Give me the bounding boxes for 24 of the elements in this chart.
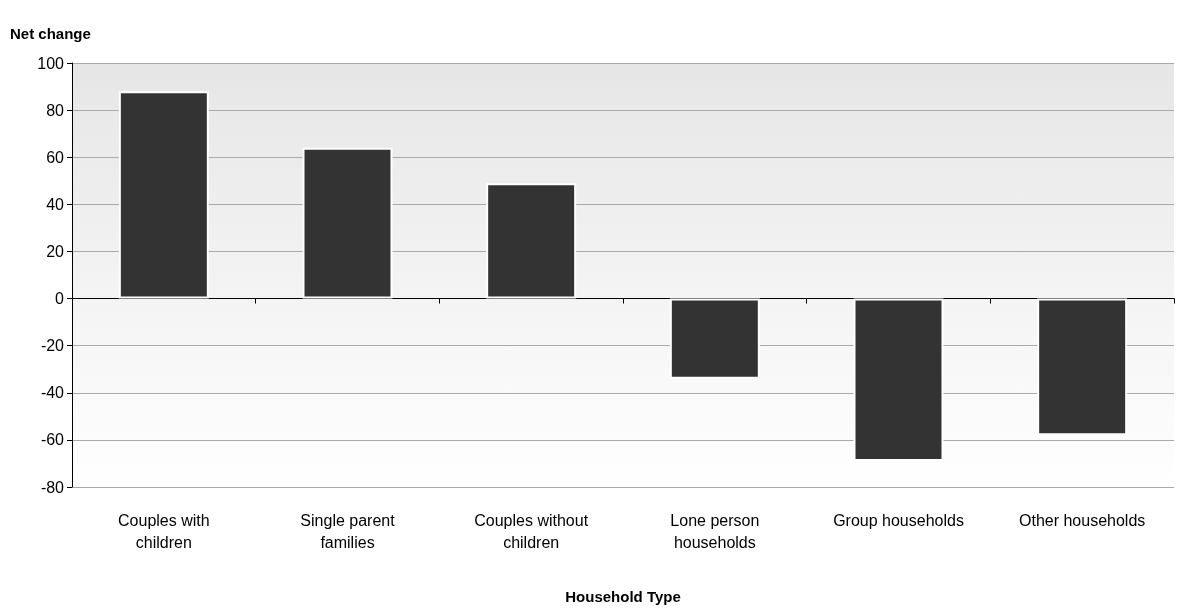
y-tick-label: -40 (40, 384, 65, 402)
y-tick-label: 80 (46, 101, 65, 119)
bar (1037, 298, 1128, 436)
y-tick-label: 100 (37, 54, 65, 72)
bar (302, 147, 393, 299)
y-tick-label: 0 (55, 290, 65, 308)
bar (486, 183, 577, 299)
x-tick-label: Group households (833, 511, 964, 529)
y-tick-label: 20 (46, 242, 65, 260)
y-tick-label: -20 (40, 337, 65, 355)
y-tick-label: -60 (40, 431, 65, 449)
x-tick-label: Other households (1019, 511, 1146, 529)
y-tick-label: -80 (40, 478, 65, 496)
bar (853, 298, 944, 462)
x-tick-label: Couples with children (118, 511, 210, 551)
x-tick-label: Lone person households (670, 511, 760, 551)
x-tick-label: Couples without children (474, 511, 589, 551)
x-axis-title: Household Type (565, 588, 681, 605)
y-tick-label: 40 (46, 195, 65, 213)
bar (669, 298, 760, 379)
x-tick-label: Single parent families (300, 511, 396, 551)
y-axis-title: Net change (10, 25, 91, 42)
y-tick-label: 60 (46, 148, 65, 166)
bar (118, 91, 209, 299)
